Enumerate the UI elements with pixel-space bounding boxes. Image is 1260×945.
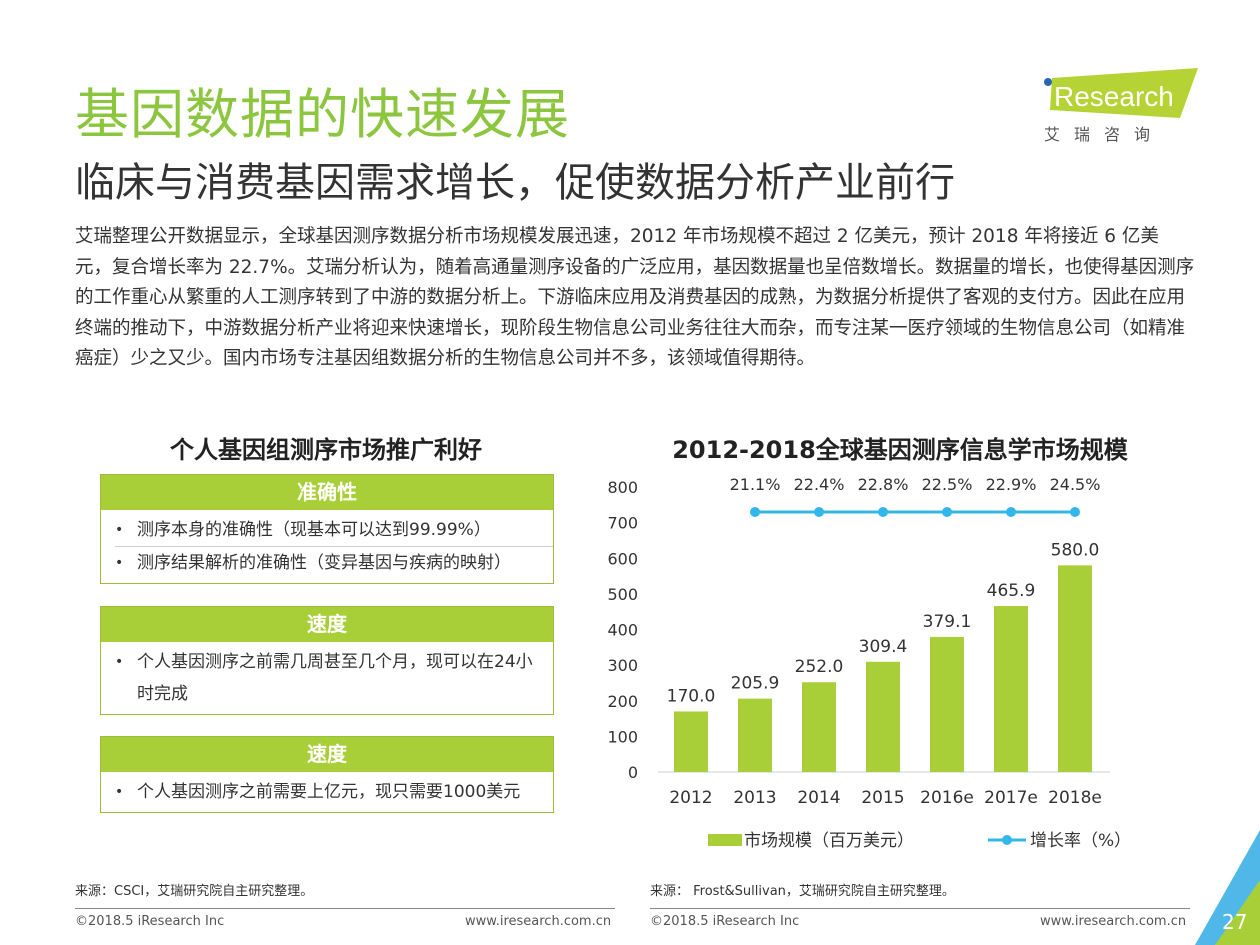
corner-decoration — [1195, 830, 1260, 945]
box-header: 速度 — [101, 607, 553, 642]
y-tick-label: 700 — [607, 514, 638, 533]
x-tick-label: 2012 — [669, 788, 712, 808]
bar — [674, 711, 708, 772]
legend-bar-label: 市场规模（百万美元） — [744, 831, 914, 851]
growth-point — [942, 507, 952, 517]
benefit-box-accuracy: 准确性 测序本身的准确性（现基本可以达到99.99%）测序结果解析的准确性（变异… — [100, 474, 554, 584]
y-tick-label: 200 — [607, 692, 638, 711]
y-tick-label: 600 — [607, 549, 638, 568]
bar-value-label: 309.4 — [859, 637, 908, 657]
legend-line-marker — [1002, 835, 1012, 845]
left-panel-title: 个人基因组测序市场推广利好 — [170, 436, 482, 464]
benefit-box-cost: 速度 个人基因测序之前需要上亿元，现只需要1000美元 — [100, 736, 554, 813]
bar — [994, 606, 1028, 772]
box-header: 速度 — [101, 737, 553, 772]
growth-value-label: 22.4% — [794, 475, 845, 494]
bar — [802, 682, 836, 772]
bar-value-label: 465.9 — [987, 581, 1036, 601]
website: www.iresearch.com.cn — [465, 914, 612, 929]
list-item: 测序本身的准确性（现基本可以达到99.99%） — [115, 514, 553, 546]
list-item: 测序结果解析的准确性（变异基因与疾病的映射） — [115, 546, 553, 579]
website: www.iresearch.com.cn — [1040, 914, 1187, 929]
y-tick-label: 400 — [607, 621, 638, 640]
bar-value-label: 580.0 — [1051, 540, 1100, 560]
x-tick-label: 2016e — [920, 788, 974, 808]
bar-value-label: 252.0 — [795, 657, 844, 677]
growth-point — [1006, 507, 1016, 517]
box-header: 准确性 — [101, 475, 553, 510]
growth-point — [878, 507, 888, 517]
y-tick-label: 300 — [607, 656, 638, 675]
growth-value-label: 24.5% — [1050, 475, 1101, 494]
growth-point — [1070, 507, 1080, 517]
bar — [866, 661, 900, 772]
x-tick-label: 2014 — [797, 788, 840, 808]
legend-line-label: 增长率（%） — [1030, 831, 1131, 851]
body-paragraph: 艾瑞整理公开数据显示，全球基因测序数据分析市场规模发展迅速，2012 年市场规模… — [75, 226, 1195, 369]
page-title: 基因数据的快速发展 — [75, 83, 570, 146]
x-tick-label: 2018e — [1048, 788, 1102, 808]
x-tick-label: 2013 — [733, 788, 776, 808]
y-tick-label: 800 — [607, 478, 638, 497]
bar-value-label: 170.0 — [667, 686, 716, 706]
svg-text:艾瑞咨询: 艾瑞咨询 — [1044, 125, 1164, 144]
growth-value-label: 21.1% — [730, 475, 781, 494]
growth-value-label: 22.5% — [922, 475, 973, 494]
list-item: 个人基因测序之前需几周甚至几个月，现可以在24小时完成 — [115, 646, 553, 710]
growth-value-label: 22.9% — [986, 475, 1037, 494]
copyright: ©2018.5 iResearch Inc — [650, 914, 800, 929]
svg-text:Research: Research — [1054, 81, 1174, 112]
bar-value-label: 205.9 — [731, 674, 780, 694]
market-size-chart: 0 100 200 300 400 500 600 700 800 170.0 2012 205.9 2… — [607, 475, 1131, 851]
page-number: 27 — [1222, 910, 1248, 934]
left-source: 来源：CSCI，艾瑞研究院自主研究整理。 — [75, 884, 314, 899]
y-tick-label: 0 — [628, 763, 638, 782]
x-tick-label: 2015 — [861, 788, 904, 808]
benefit-box-speed: 速度 个人基因测序之前需几周甚至几个月，现可以在24小时完成 — [100, 606, 554, 715]
x-tick-label: 2017e — [984, 788, 1038, 808]
bar — [930, 636, 964, 772]
chart-source: 来源： Frost&Sullivan，艾瑞研究院自主研究整理。 — [650, 884, 955, 899]
bar — [1058, 565, 1092, 772]
bar-value-label: 379.1 — [923, 612, 972, 632]
copyright: ©2018.5 iResearch Inc — [75, 914, 225, 929]
list-item: 个人基因测序之前需要上亿元，现只需要1000美元 — [115, 776, 553, 808]
growth-value-label: 22.8% — [858, 475, 909, 494]
divider — [75, 908, 615, 909]
legend-bar-swatch — [708, 834, 742, 846]
page-subtitle: 临床与消费基因需求增长，促使数据分析产业前行 — [75, 160, 955, 206]
y-tick-label: 500 — [607, 585, 638, 604]
iresearch-logo: Research 艾瑞咨询 — [1040, 66, 1200, 146]
divider — [650, 908, 1190, 909]
growth-point — [750, 507, 760, 517]
growth-point — [814, 507, 824, 517]
y-tick-label: 100 — [607, 727, 638, 746]
bar — [738, 698, 772, 772]
chart-title: 2012-2018全球基因测序信息学市场规模 — [672, 436, 1128, 464]
